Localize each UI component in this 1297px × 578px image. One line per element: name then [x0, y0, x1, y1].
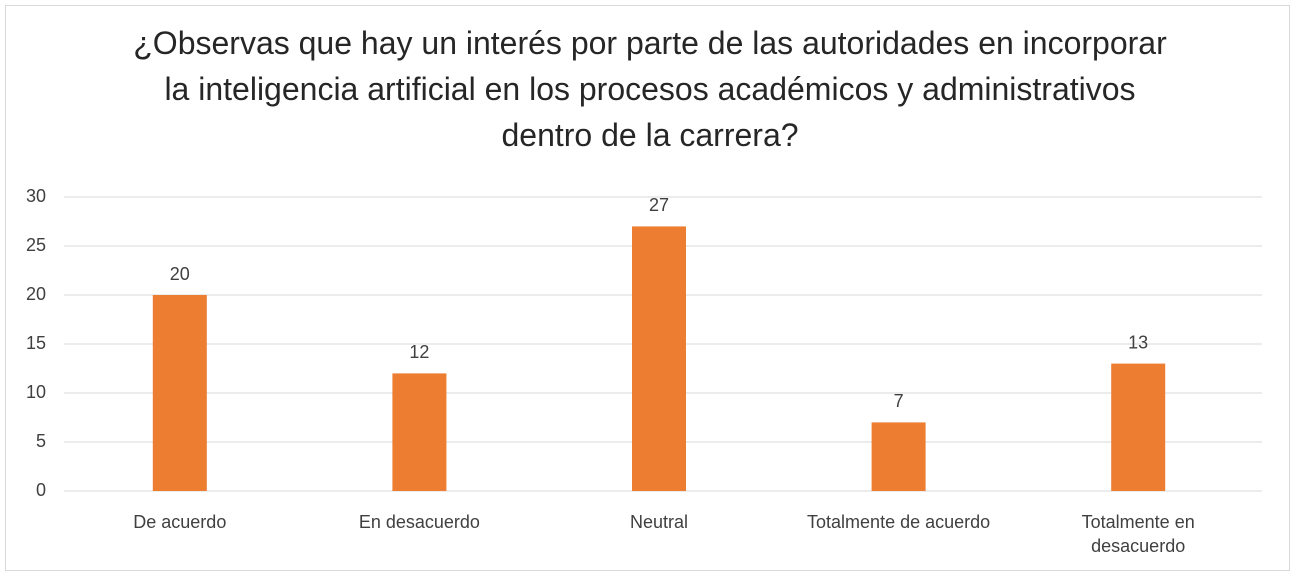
data-label: 12: [409, 342, 429, 362]
bar: [871, 422, 926, 491]
x-tick-label: Totalmente de acuerdo: [807, 512, 991, 532]
data-label: 13: [1128, 332, 1148, 352]
y-tick-label: 10: [26, 382, 46, 402]
data-label: 20: [170, 264, 190, 284]
y-tick-label: 25: [26, 235, 46, 255]
x-tick-label: Neutral: [629, 512, 689, 532]
y-tick-label: 5: [36, 431, 46, 451]
bar: [152, 295, 207, 491]
data-label: 27: [649, 195, 669, 215]
x-tick-label: De acuerdo: [133, 512, 227, 532]
bar: [1111, 363, 1166, 491]
x-tick-label: Totalmente en desacuerdo: [1081, 512, 1195, 556]
y-tick-label: 15: [26, 333, 46, 353]
data-label: 7: [894, 391, 904, 411]
y-tick-label: 30: [26, 186, 46, 206]
chart-title: ¿Observas que hay un interés por parte d…: [133, 25, 1167, 153]
bar: [632, 226, 686, 491]
bar: [392, 373, 447, 491]
chart-frame: [5, 5, 1290, 571]
y-tick-label: 0: [36, 480, 46, 500]
y-tick-label: 20: [26, 284, 46, 304]
x-tick-label: En desacuerdo: [358, 512, 480, 532]
